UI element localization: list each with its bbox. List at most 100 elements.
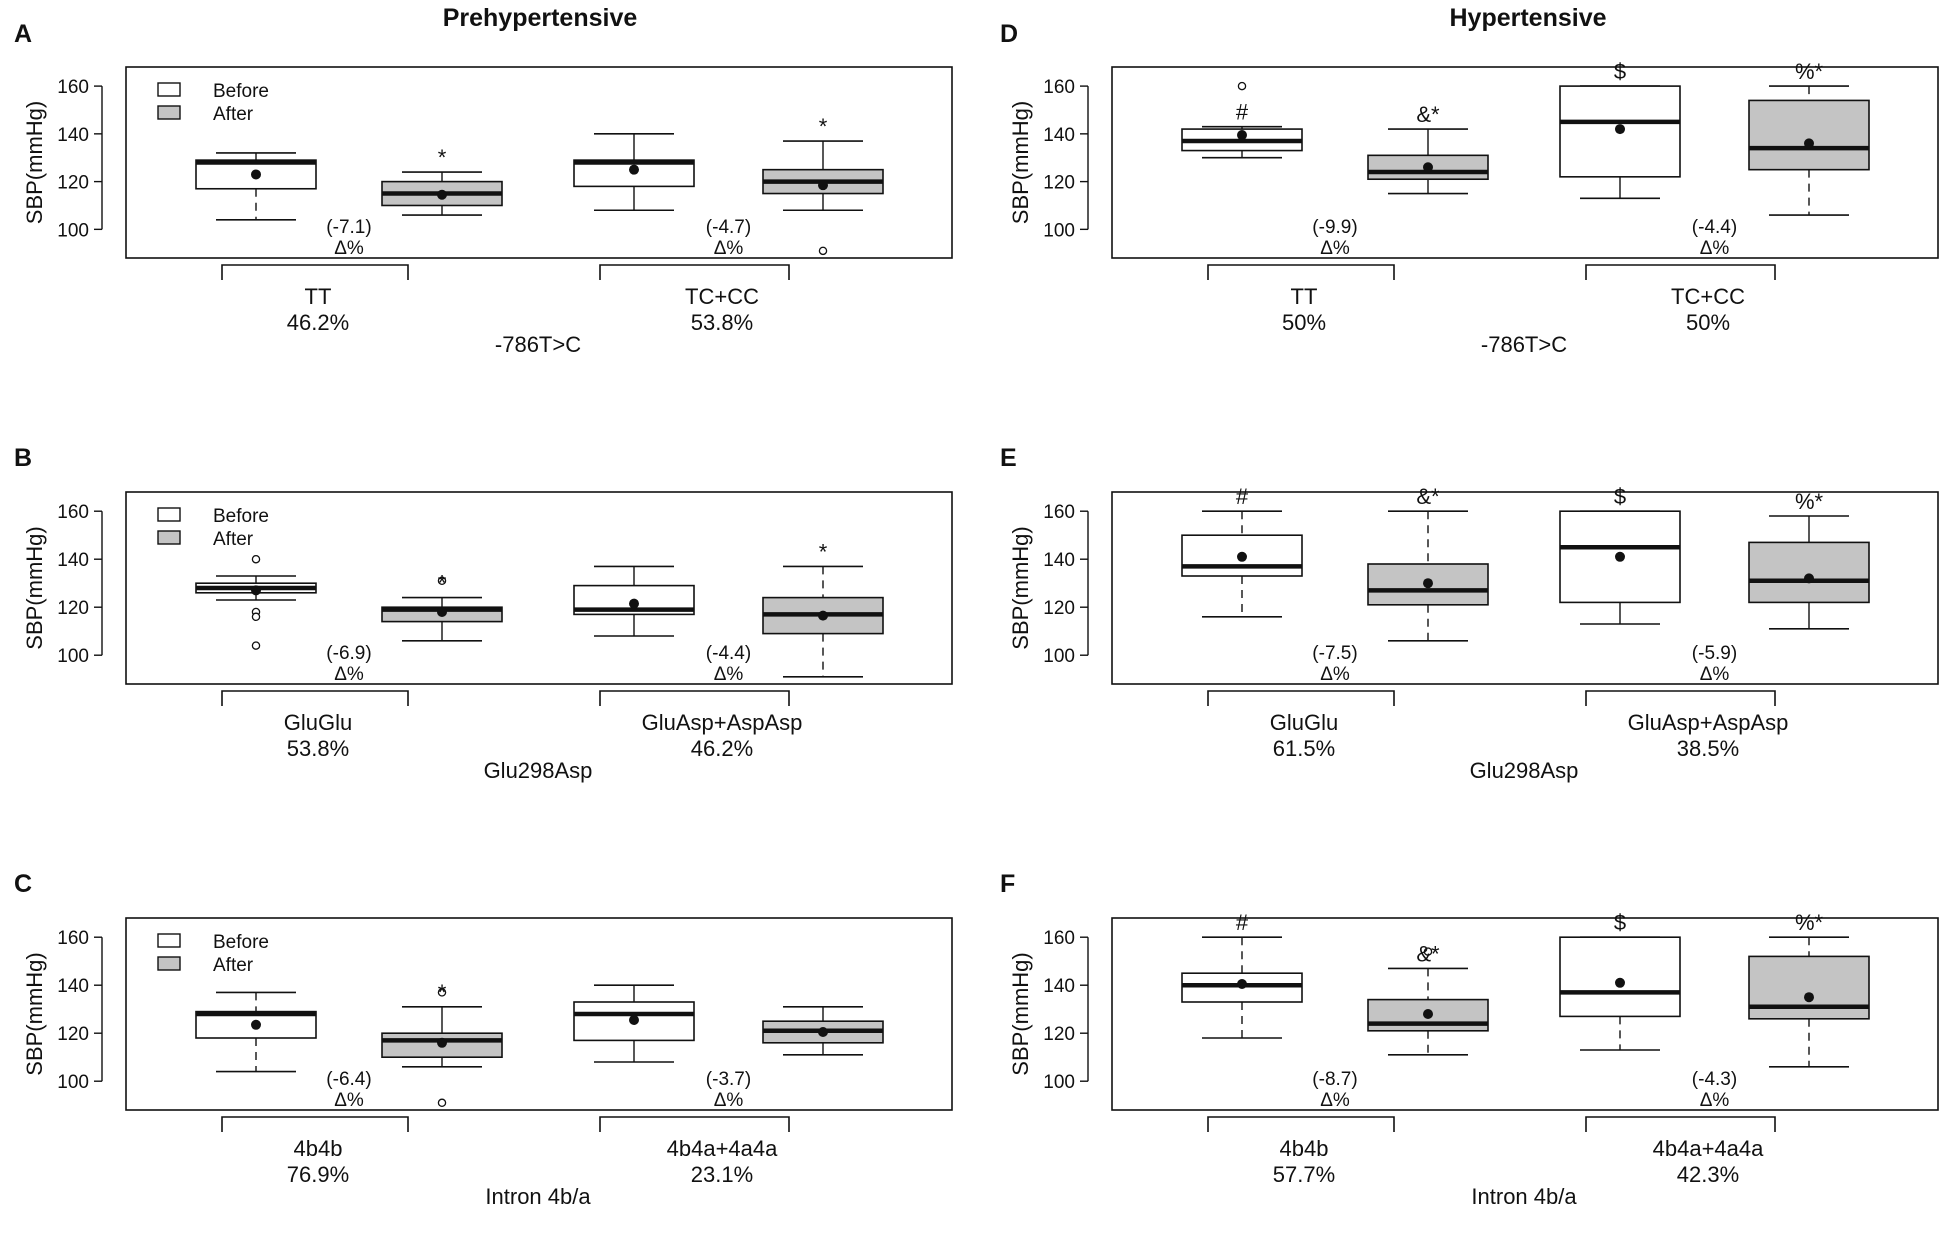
delta-label: Δ% xyxy=(1320,238,1350,259)
legend-label-before: Before xyxy=(213,506,269,527)
outlier-point xyxy=(437,576,447,586)
box-after-tt: &* xyxy=(1367,102,1489,195)
mean-point xyxy=(1237,551,1247,562)
group-percent: 57.7% xyxy=(1273,1162,1335,1187)
x-axis-label: Intron 4b/a xyxy=(485,1184,591,1209)
mean-point xyxy=(251,169,261,180)
mean-point xyxy=(1615,124,1625,135)
y-tick-label: 160 xyxy=(57,77,89,98)
group-bracket xyxy=(221,690,409,706)
significance-mark: * xyxy=(819,539,828,564)
y-tick-label: 100 xyxy=(57,1072,89,1093)
legend-label-before: Before xyxy=(213,932,269,953)
group-bracket xyxy=(599,1116,790,1132)
box-after-gluasp-aspasp: %* xyxy=(1748,489,1870,630)
group-name: TT xyxy=(1291,284,1318,309)
plot-frame xyxy=(125,917,953,1111)
box-before-tc-cc: $ xyxy=(1559,59,1681,200)
group-bracket xyxy=(1207,1116,1395,1132)
column-title-prehypertensive: Prehypertensive xyxy=(443,4,638,32)
group-percent: 53.8% xyxy=(287,736,349,761)
group-bracket xyxy=(1585,690,1776,706)
group-bracket xyxy=(1207,264,1395,280)
panel-letter: A xyxy=(14,20,32,48)
delta-label: Δ% xyxy=(714,664,744,685)
legend-label-after: After xyxy=(213,955,254,976)
group-percent: 61.5% xyxy=(1273,736,1335,761)
group-name: TT xyxy=(305,284,332,309)
box-before-4b4b xyxy=(195,991,317,1073)
delta-value: (-4.7) xyxy=(706,217,751,238)
group-bracket xyxy=(599,690,790,706)
box-before-4b4a-4a4a: $ xyxy=(1559,910,1681,1051)
y-axis-label: SBP(mmHg) xyxy=(1008,101,1033,224)
significance-mark: %* xyxy=(1795,910,1824,935)
mean-point xyxy=(629,164,639,175)
panel-f: F100120140160SBP(mmHg)#&*(-8.7)Δ%4b4b57.… xyxy=(1000,870,1939,1209)
y-axis-label: SBP(mmHg) xyxy=(1008,526,1033,649)
mean-point xyxy=(1423,1009,1433,1019)
panel-letter: E xyxy=(1000,444,1017,472)
box-after-gluglu: * xyxy=(381,571,503,642)
delta-value: (-6.4) xyxy=(326,1069,371,1090)
group-bracket xyxy=(221,264,409,280)
mean-point xyxy=(251,585,261,596)
y-tick-label: 100 xyxy=(1043,1072,1075,1093)
y-tick-label: 140 xyxy=(1043,125,1075,146)
box-before-gluglu xyxy=(195,554,317,650)
box-iqr xyxy=(1748,955,1870,1020)
box-before-4b4b: # xyxy=(1181,910,1303,1039)
y-tick-label: 140 xyxy=(57,125,89,146)
y-tick-label: 160 xyxy=(1043,77,1075,98)
group-percent: 76.9% xyxy=(287,1162,349,1187)
mean-point xyxy=(1237,130,1247,141)
box-after-tc-cc: %* xyxy=(1748,59,1870,216)
legend-swatch-before xyxy=(157,82,181,97)
box-before-tc-cc xyxy=(573,133,695,212)
legend-swatch-after xyxy=(157,530,181,545)
delta-value: (-4.3) xyxy=(1692,1069,1737,1090)
y-tick-label: 100 xyxy=(57,646,89,667)
box-after-4b4b: &* xyxy=(1367,941,1489,1056)
delta-label: Δ% xyxy=(714,1090,744,1111)
delta-label: Δ% xyxy=(714,238,744,259)
significance-mark: # xyxy=(1236,484,1249,509)
y-tick-label: 160 xyxy=(57,928,89,949)
group-bracket xyxy=(221,1116,409,1132)
group-name: TC+CC xyxy=(1671,284,1745,309)
group-percent: 50% xyxy=(1686,310,1730,335)
delta-value: (-3.7) xyxy=(706,1069,751,1090)
mean-point xyxy=(1615,977,1625,988)
y-axis-label: SBP(mmHg) xyxy=(22,526,47,649)
box-before-tt xyxy=(195,152,317,221)
outlier-point xyxy=(437,1098,447,1108)
box-iqr xyxy=(1559,936,1681,1018)
group-name: TC+CC xyxy=(685,284,759,309)
group-bracket xyxy=(1207,690,1395,706)
group-bracket xyxy=(1585,1116,1776,1132)
group-bracket xyxy=(1585,264,1776,280)
delta-value: (-7.5) xyxy=(1312,643,1357,664)
group-percent: 23.1% xyxy=(691,1162,753,1187)
group-name: 4b4a+4a4a xyxy=(667,1136,778,1161)
box-after-tt: * xyxy=(381,145,503,216)
delta-value: (-7.1) xyxy=(326,217,371,238)
y-tick-label: 100 xyxy=(57,220,89,241)
delta-label: Δ% xyxy=(334,238,364,259)
legend-label-before: Before xyxy=(213,81,269,102)
plot-frame xyxy=(1111,491,1939,685)
plot-frame xyxy=(125,66,953,259)
legend-label-after: After xyxy=(213,104,254,125)
y-axis-label: SBP(mmHg) xyxy=(22,952,47,1075)
mean-point xyxy=(1237,979,1247,989)
delta-label: Δ% xyxy=(334,664,364,685)
box-iqr xyxy=(1748,99,1870,171)
plot-frame xyxy=(125,491,953,685)
group-name: 4b4a+4a4a xyxy=(1653,1136,1764,1161)
mean-point xyxy=(251,1019,261,1030)
